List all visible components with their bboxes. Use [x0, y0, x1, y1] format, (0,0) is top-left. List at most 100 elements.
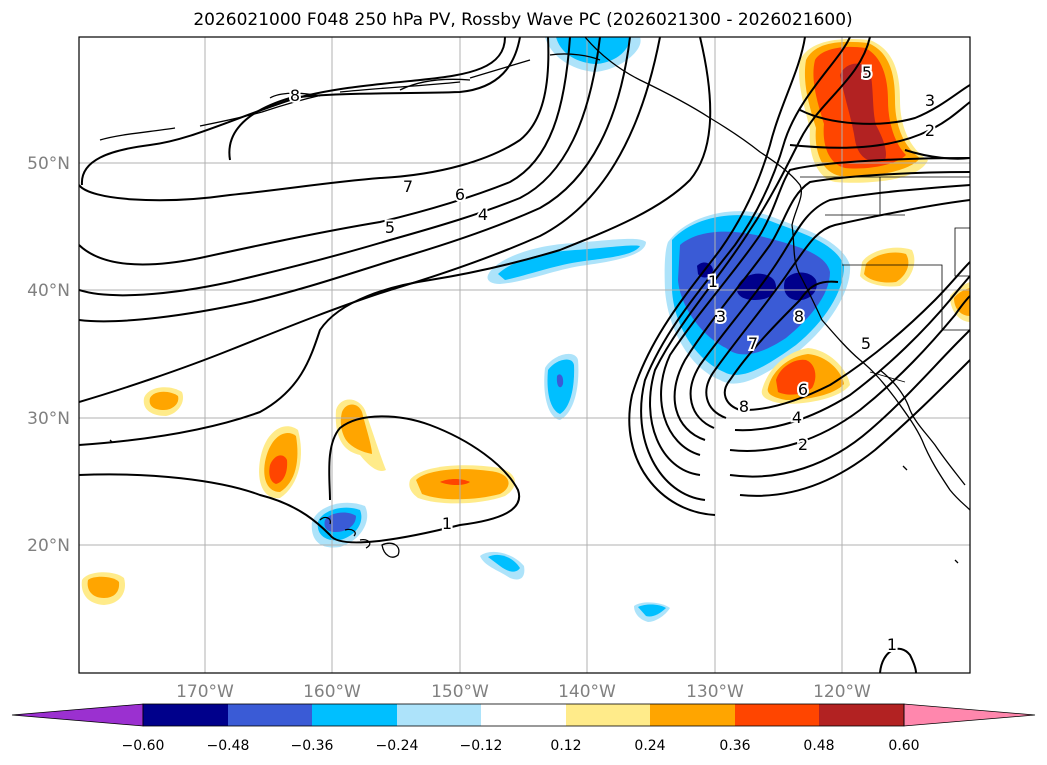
contour-label: 5	[385, 218, 395, 237]
contour-nw-loop	[228, 37, 521, 161]
colorbar-tick-label: −0.60	[122, 738, 165, 754]
borders	[800, 176, 970, 383]
colorbar-extend-low	[11, 703, 144, 727]
contour-label: 6	[455, 185, 465, 204]
contour-label: 1	[442, 514, 452, 533]
chart-title: 2026021000 F048 250 hPa PV, Rossby Wave …	[193, 10, 852, 30]
contour-label: 8	[290, 86, 300, 105]
contour-6	[79, 37, 571, 266]
colorbar-tick-label: 0.36	[719, 738, 750, 754]
contour-3	[79, 37, 661, 403]
colorbar-bin	[228, 704, 312, 726]
contour-ridge-east-b	[734, 275, 970, 432]
contour-trough-8	[723, 280, 839, 411]
contour-ridge-east-c	[729, 295, 970, 452]
contour-label: 2	[925, 121, 935, 140]
map-frame	[78, 36, 971, 674]
colorbar-bin	[312, 704, 397, 726]
lon-tick-label: 150°W	[431, 682, 489, 702]
contour-trough-5	[673, 171, 970, 441]
lon-tick-label: 170°W	[176, 682, 234, 702]
north-america-coast	[584, 37, 970, 511]
colorbar-tick-label: 0.24	[634, 738, 665, 754]
contour-outer-wave	[80, 37, 506, 186]
lat-tick-label: 40°N	[27, 281, 70, 301]
contour-label: 4	[478, 205, 488, 224]
positive-anomaly-west-core	[269, 455, 288, 484]
alaska-coast	[99, 53, 601, 141]
gridlines	[79, 37, 970, 673]
longitude-labels: 170°W 160°W 150°W 140°W 130°W 120°W	[176, 682, 871, 702]
lon-tick-label: 140°W	[558, 682, 616, 702]
contour-label: 5	[862, 63, 872, 82]
baja-coast	[879, 369, 966, 486]
contour-ridge-east-e	[739, 359, 970, 497]
colorbar-frame	[142, 703, 905, 727]
contour-ridge-east-d	[729, 329, 970, 478]
negative-anomaly-north-inner	[556, 37, 630, 64]
negative-anomaly-south-inner	[638, 604, 666, 617]
colorbar-bin	[566, 704, 650, 726]
contour-trough-2	[640, 37, 851, 501]
contour-label: 4	[792, 408, 802, 427]
contour-ridge-east-a	[744, 261, 970, 411]
colorbar-extend-high	[903, 703, 1036, 727]
contour-label: 1	[708, 272, 718, 291]
colorbar-bin	[397, 704, 481, 726]
map-panel: 8 7 6 5 4 1 3 7 8 8 6 5 4 2 5 3 2 1 1	[27, 36, 971, 702]
lon-tick-label: 120°W	[813, 682, 871, 702]
colorbar-tick-label: −0.24	[376, 738, 419, 754]
contour-trough-1	[628, 37, 806, 516]
contour-label: 5	[861, 334, 871, 353]
contour-south-1	[879, 647, 917, 673]
contour-1	[79, 37, 712, 446]
hawaii-islands	[319, 516, 400, 558]
positive-anomaly-east-edge-inner	[954, 288, 970, 316]
pv-contours	[79, 37, 970, 673]
colorbar: −0.60 −0.48 −0.36 −0.24 −0.12 0.12 0.24 …	[11, 703, 1036, 754]
negative-anomaly-midpacific-inner	[498, 245, 640, 280]
contour-label: 8	[739, 397, 749, 416]
negative-anomaly-southeast-inner	[488, 554, 520, 572]
contour-canada-2	[789, 101, 970, 149]
colorbar-tick-label: −0.48	[207, 738, 250, 754]
lat-tick-label: 20°N	[27, 536, 70, 556]
colorbar-tick-label: 0.60	[888, 738, 919, 754]
colorbar-tick-label: −0.12	[460, 738, 503, 754]
positive-anomaly-baja-inner	[776, 359, 816, 395]
contour-label: 3	[925, 91, 935, 110]
colorbar-bin	[143, 704, 228, 726]
contour-1-loop	[79, 415, 521, 544]
positive-anomaly-north-hawaii-inner	[340, 404, 372, 454]
contour-label: 7	[403, 177, 413, 196]
positive-anomaly-nevada-inner	[864, 252, 909, 283]
contour-label: 3	[716, 307, 726, 326]
negative-anomaly-offshore-core-a	[736, 273, 776, 300]
colorbar-tick-label: −0.36	[291, 738, 334, 754]
coastlines	[99, 37, 970, 564]
lon-tick-label: 130°W	[686, 682, 744, 702]
colorbar-bin	[650, 704, 735, 726]
contour-7	[79, 37, 550, 202]
contour-trough-6	[689, 184, 970, 429]
lat-tick-label: 50°N	[27, 154, 70, 174]
contour-4	[79, 37, 631, 323]
contour-label: 1	[887, 635, 897, 654]
colorbar-bin	[481, 704, 566, 726]
colorbar-tick-label: 0.12	[550, 738, 581, 754]
contour-canada-3	[799, 84, 970, 125]
latitude-labels: 20°N 30°N 40°N 50°N	[27, 154, 70, 556]
positive-anomaly-far-west-inner	[149, 391, 179, 410]
contour-trough-3	[649, 37, 871, 476]
contour-canada-2b	[904, 149, 970, 160]
contour-label: 2	[798, 435, 808, 454]
colorbar-tick-label: 0.48	[803, 738, 834, 754]
positive-anomaly-canada-core	[840, 63, 886, 162]
positive-anomaly-sub-hawaii-core	[440, 479, 470, 485]
contour-label: 7	[748, 334, 758, 353]
contour-trough-7	[705, 199, 970, 419]
contour-label: 8	[794, 307, 804, 326]
contour-label: 6	[798, 380, 808, 399]
lat-tick-label: 30°N	[27, 409, 70, 429]
colorbar-bin	[735, 704, 819, 726]
